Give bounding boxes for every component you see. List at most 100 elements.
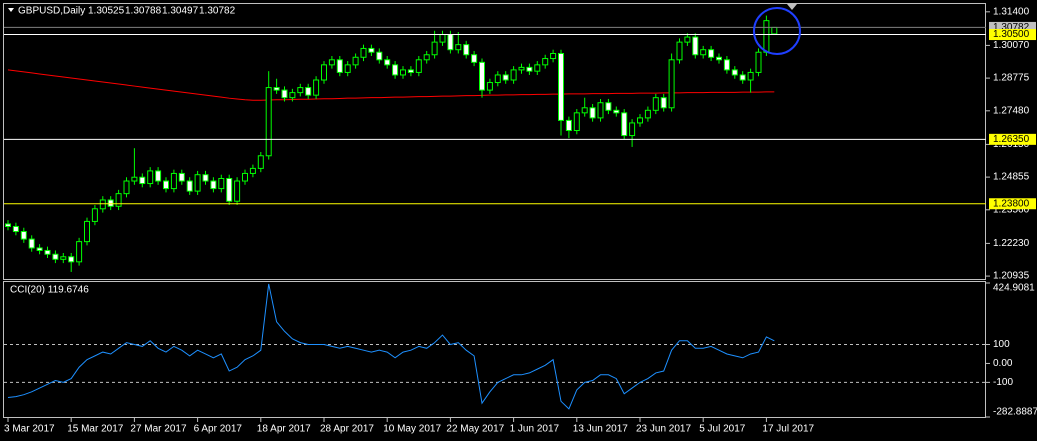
- candle-body: [28, 238, 35, 249]
- candle-body: [131, 176, 138, 182]
- y-tick-label: -282.8887: [993, 407, 1037, 418]
- y-tick-label: 1.28775: [993, 73, 1030, 84]
- candle-body: [629, 122, 636, 137]
- candle-body: [652, 97, 659, 111]
- candle-body: [313, 79, 320, 96]
- menu-arrow[interactable]: [8, 8, 14, 12]
- candle-body: [668, 59, 675, 109]
- candle-body: [84, 220, 90, 243]
- candle-body: [613, 109, 620, 114]
- candle-body: [415, 59, 422, 73]
- x-tick-label: 23 Jun 2017: [636, 424, 691, 435]
- candle-body: [534, 64, 541, 72]
- main-frame: [3, 3, 986, 280]
- candle-body: [771, 26, 778, 35]
- level-label: 1.30500: [993, 29, 1030, 40]
- chart-title: GBPUSD,Daily: [18, 6, 85, 17]
- level-label: 1.30782: [993, 22, 1030, 33]
- y-tick-label: 424.9081: [993, 283, 1035, 294]
- candle-body: [384, 59, 391, 66]
- candle-body: [202, 174, 209, 182]
- candle-body: [526, 66, 533, 72]
- candle-body: [439, 34, 446, 43]
- cci-frame: [3, 281, 986, 418]
- highlight-circle: [753, 7, 801, 55]
- x-tick-label: 28 Apr 2017: [320, 424, 374, 435]
- moving-average: [7, 69, 775, 101]
- ohlc-value: 1.30497: [162, 6, 199, 17]
- candle-body: [621, 112, 628, 137]
- candle-body: [392, 64, 399, 76]
- candle-body: [36, 247, 43, 251]
- candle-body: [716, 56, 722, 61]
- candle-body: [20, 231, 27, 240]
- x-tick-label: 1 Jun 2017: [510, 424, 560, 435]
- ohlc-value: 1.30782: [199, 6, 236, 17]
- candle-body: [723, 59, 730, 71]
- candle-body: [139, 176, 146, 185]
- y-tick-label: 1.22230: [993, 238, 1030, 249]
- candle-body: [463, 44, 470, 56]
- candle-body: [486, 82, 493, 91]
- x-tick-label: 15 Mar 2017: [67, 424, 124, 435]
- candle-body: [328, 59, 335, 66]
- candle-body: [518, 66, 525, 71]
- candle-body: [708, 49, 715, 58]
- x-tick-label: 10 May 2017: [383, 424, 441, 435]
- candle-body: [107, 199, 114, 207]
- candle-body: [99, 199, 106, 210]
- candle-body: [684, 36, 691, 43]
- candle-body: [747, 71, 754, 81]
- candle-body: [597, 102, 604, 119]
- candle-body: [155, 170, 162, 182]
- candle-body: [170, 172, 177, 190]
- candle-body: [336, 59, 343, 73]
- x-tick-label: 18 Apr 2017: [257, 424, 311, 435]
- candle-body: [52, 253, 59, 260]
- candle-body: [273, 87, 280, 91]
- cci-title: CCI(20) 119.6746: [10, 285, 89, 296]
- candle-body: [589, 107, 596, 119]
- x-tick-label: 27 Mar 2017: [130, 424, 187, 435]
- candle-body: [368, 47, 375, 53]
- candle-body: [218, 177, 225, 190]
- candle-body: [163, 180, 169, 190]
- candle-body: [502, 74, 509, 81]
- x-tick-label: 5 Jul 2017: [699, 424, 746, 435]
- candle-body: [226, 177, 233, 202]
- candle-body: [510, 69, 517, 81]
- candle-body: [147, 170, 154, 185]
- y-tick-label: 0.00: [993, 358, 1013, 369]
- y-tick-label: 1.24855: [993, 172, 1030, 183]
- candle-body: [644, 109, 651, 119]
- candle-body: [305, 87, 312, 96]
- level-label-box: [989, 21, 1036, 33]
- level-label-box: [989, 133, 1036, 145]
- candle-body: [550, 52, 557, 60]
- x-tick-label: 6 Apr 2017: [194, 424, 243, 435]
- x-tick-label: 22 May 2017: [446, 424, 504, 435]
- candle-body: [289, 92, 296, 99]
- candle-body: [605, 102, 612, 111]
- candle-body: [407, 69, 414, 73]
- candle-body: [423, 54, 430, 61]
- candle-body: [637, 117, 643, 124]
- candle-body: [242, 172, 248, 182]
- y-tick-label: 1.23560: [993, 204, 1030, 215]
- candle-body: [676, 41, 683, 61]
- candle-body: [123, 180, 130, 195]
- candle-body: [344, 64, 351, 73]
- y-tick-label: 1.30070: [993, 40, 1030, 51]
- candle-body: [210, 180, 217, 190]
- candle-body: [44, 249, 51, 255]
- y-tick-label: 100: [993, 339, 1010, 350]
- candle-body: [494, 74, 501, 84]
- candle-body: [12, 225, 19, 233]
- shift-marker: [787, 4, 797, 10]
- candle-body: [739, 74, 746, 81]
- candle-body: [115, 193, 122, 207]
- y-tick-label: 1.31400: [993, 6, 1030, 17]
- x-tick-label: 13 Jun 2017: [573, 424, 628, 435]
